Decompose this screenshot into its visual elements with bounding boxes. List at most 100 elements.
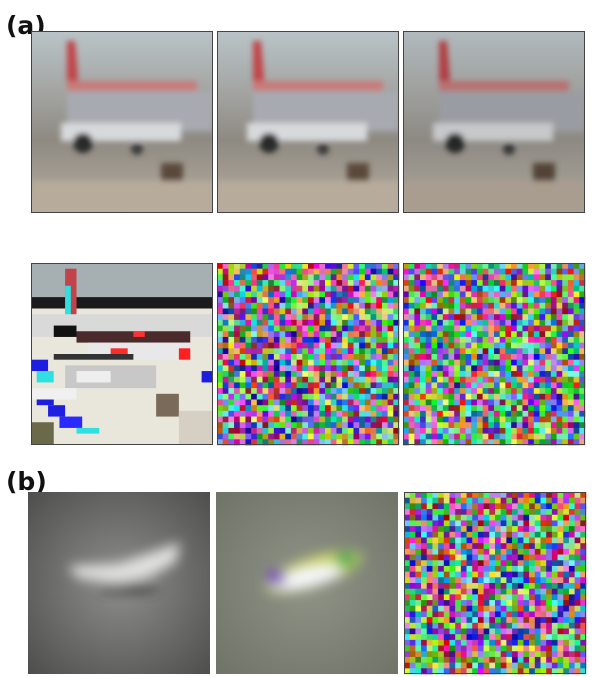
noise-pixel [477, 343, 483, 349]
noise-pixel [437, 382, 443, 388]
noise-pixel [518, 640, 524, 646]
noise-pixel [467, 520, 473, 526]
noise-pixel [569, 646, 575, 652]
noise-pixel [523, 577, 529, 583]
noise-pixel [518, 560, 524, 566]
noise-pixel [437, 365, 443, 371]
noise-pixel [557, 291, 563, 297]
noise-pixel [376, 354, 382, 360]
noise-pixel [421, 549, 427, 555]
noise-pixel [234, 309, 240, 315]
noise-pixel [489, 503, 495, 509]
noise-pixel [472, 651, 478, 657]
noise-pixel [268, 411, 274, 417]
noise-pixel [535, 640, 541, 646]
noise-pixel [562, 286, 568, 292]
noise-pixel [557, 303, 563, 309]
noise-pixel [505, 411, 511, 417]
noise-pixel [234, 326, 240, 332]
noise-pixel [245, 274, 251, 280]
noise-pixel [331, 348, 337, 354]
noise-pixel [444, 606, 450, 612]
noise-pixel [427, 509, 433, 515]
noise-pixel [557, 400, 563, 406]
noise-pixel [471, 309, 477, 315]
noise-pixel [414, 388, 420, 394]
noise-pixel [512, 617, 518, 623]
noise-pixel [511, 320, 517, 326]
noise-pixel [331, 337, 337, 343]
noise-pixel [557, 382, 563, 388]
noise-pixel [240, 417, 246, 423]
noise-pixel [523, 651, 529, 657]
noise-pixel [376, 297, 382, 303]
noise-pixel [319, 400, 325, 406]
noise-pixel [535, 634, 541, 640]
noise-pixel [478, 503, 484, 509]
noise-pixel [223, 331, 229, 337]
noise-pixel [342, 348, 348, 354]
noise-pixel [489, 629, 495, 635]
noise-pixel [365, 337, 371, 343]
noise-pixel [427, 611, 433, 617]
noise-pixel [506, 623, 512, 629]
noise-pixel [388, 320, 394, 326]
noise-pixel [240, 326, 246, 332]
noise-pixel [291, 354, 297, 360]
noise-pixel [545, 428, 551, 434]
noise-pixel [336, 331, 342, 337]
noise-pixel [467, 594, 473, 600]
noise-pixel [420, 297, 426, 303]
noise-pixel [432, 503, 438, 509]
noise-pixel [331, 377, 337, 383]
noise-pixel [518, 651, 524, 657]
noise-pixel [511, 360, 517, 366]
noise-pixel [410, 646, 416, 652]
noise-pixel [478, 589, 484, 595]
noise-pixel [314, 343, 320, 349]
noise-pixel [348, 348, 354, 354]
noise-pixel [223, 343, 229, 349]
noise-pixel [359, 400, 365, 406]
noise-pixel [488, 280, 494, 286]
noise-pixel [431, 388, 437, 394]
noise-pixel [437, 291, 443, 297]
noise-pixel [472, 555, 478, 561]
noise-pixel [297, 377, 303, 383]
noise-pixel [546, 520, 552, 526]
noise-pixel [541, 640, 547, 646]
noise-pixel [563, 572, 569, 578]
noise-pixel [569, 611, 575, 617]
noise-pixel [478, 629, 484, 635]
noise-pixel [443, 297, 449, 303]
noise-pixel [409, 365, 415, 371]
noise-pixel [461, 515, 467, 521]
noise-pixel [414, 417, 420, 423]
noise-pixel [291, 269, 297, 275]
noise-pixel [483, 269, 489, 275]
noise-pixel [426, 365, 432, 371]
noise-pixel [432, 566, 438, 572]
noise-pixel [495, 623, 501, 629]
noise-pixel [427, 560, 433, 566]
noise-pixel [511, 394, 517, 400]
noise-pixel [488, 297, 494, 303]
noise-pixel [484, 589, 490, 595]
noise-pixel [365, 309, 371, 315]
noise-pixel [291, 422, 297, 428]
noise-pixel [568, 394, 574, 400]
noise-pixel [540, 320, 546, 326]
noise-pixel [302, 400, 308, 406]
noise-pixel [540, 303, 546, 309]
noise-pixel [551, 354, 557, 360]
noise-pixel [505, 303, 511, 309]
noise-pixel [483, 326, 489, 332]
panel-label: (b) [6, 467, 47, 496]
noise-pixel [228, 394, 234, 400]
noise-pixel [483, 320, 489, 326]
noise-pixel [245, 326, 251, 332]
noise-pixel [546, 549, 552, 555]
noise-pixel [478, 617, 484, 623]
noise-pixel [302, 314, 308, 320]
noise-pixel [314, 422, 320, 428]
